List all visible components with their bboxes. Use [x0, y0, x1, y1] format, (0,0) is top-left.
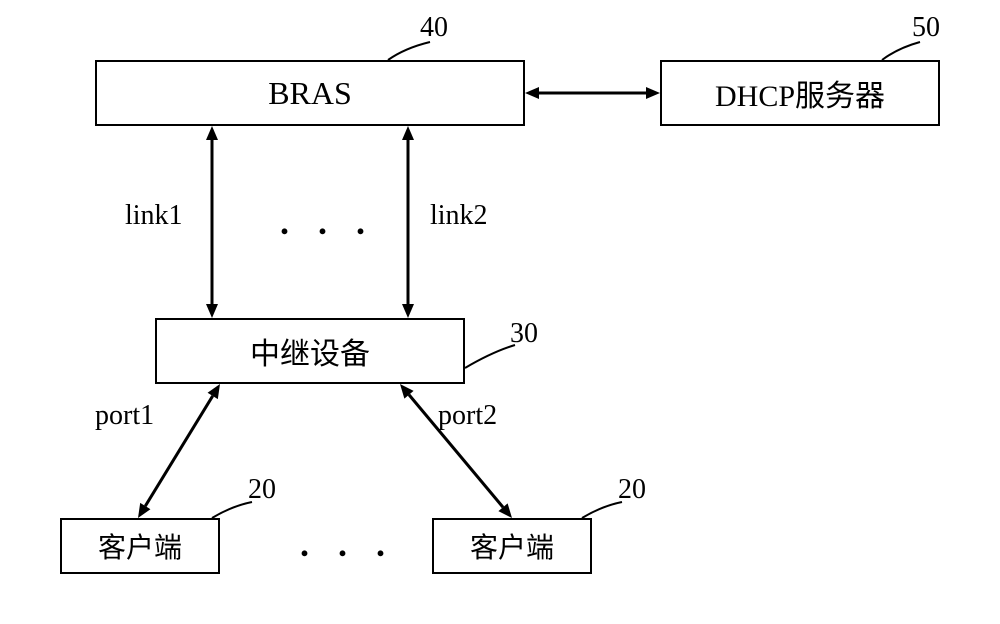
client2-label: 客户端	[470, 526, 554, 566]
port1-label: port1	[95, 400, 154, 432]
callout-50: 50	[912, 12, 940, 44]
client2-box: 客户端	[432, 518, 592, 574]
client1-label: 客户端	[98, 526, 182, 566]
relay-box: 中继设备	[155, 318, 465, 384]
callout-20a: 20	[248, 474, 276, 506]
callout-20b: 20	[618, 474, 646, 506]
port2-label: port2	[438, 400, 497, 432]
relay-label: 中继设备	[250, 329, 370, 373]
link2-label: link2	[430, 200, 488, 232]
link1-label: link1	[125, 200, 183, 232]
callout-40: 40	[420, 12, 448, 44]
callout-30: 30	[510, 318, 538, 350]
dhcp-box: DHCP服务器	[660, 60, 940, 126]
ellipsis-top: . . .	[280, 204, 375, 240]
client1-box: 客户端	[60, 518, 220, 574]
bras-box: BRAS	[95, 60, 525, 126]
dhcp-label: DHCP服务器	[715, 71, 885, 115]
ellipsis-bottom: . . .	[300, 526, 395, 562]
bras-label: BRAS	[268, 75, 352, 112]
